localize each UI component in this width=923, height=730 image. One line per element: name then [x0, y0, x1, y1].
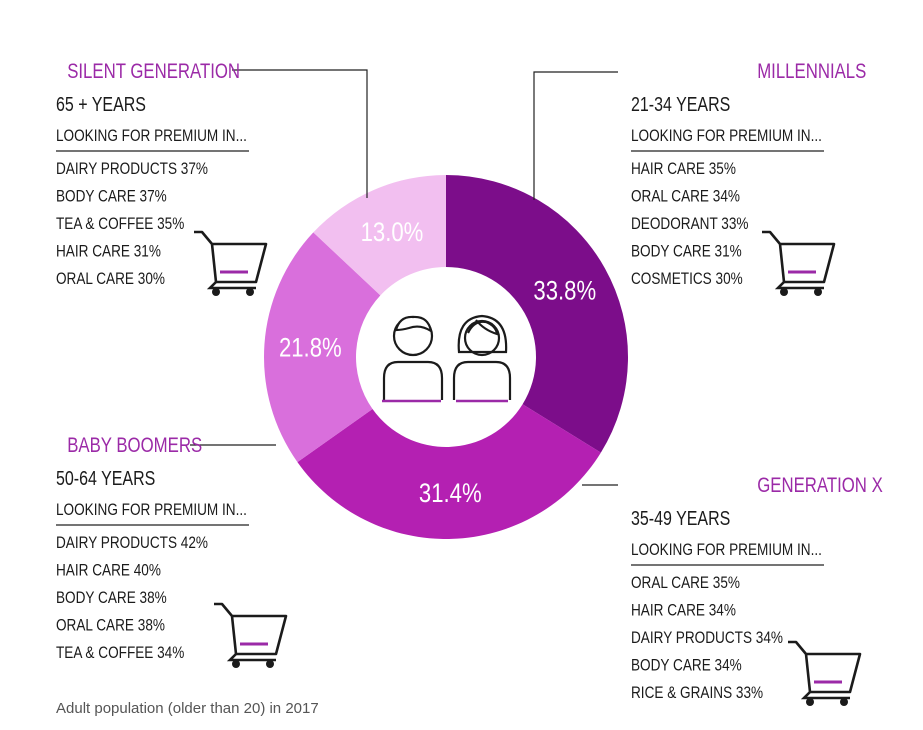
- premium-item: HAIR CARE 31%: [56, 242, 161, 261]
- cart-icons: [194, 230, 862, 706]
- people-icon: [382, 314, 512, 403]
- group-boomers: BABY BOOMERS 50-64 YEARS LOOKING FOR PREMI…: [56, 434, 249, 662]
- leader-line: [232, 69, 368, 198]
- premium-item: BODY CARE 34%: [631, 656, 742, 675]
- chart-caption: Adult population (older than 20) in 2017: [56, 700, 319, 717]
- premium-item: BODY CARE 31%: [631, 242, 742, 261]
- donut-slices: [264, 175, 628, 539]
- man-icon: [382, 315, 444, 400]
- premium-item: ORAL CARE 34%: [631, 187, 740, 206]
- generation-title: GENERATION X: [757, 474, 883, 497]
- generation-blocks: SILENT GENERATION 65 + YEARS LOOKING FOR P…: [56, 60, 883, 702]
- leader-lines: [190, 69, 618, 486]
- premium-item: RICE & GRAINS 33%: [631, 684, 763, 703]
- generation-title: SILENT GENERATION: [67, 60, 240, 83]
- slice-millennials: [446, 175, 628, 453]
- shopping-cart-icon: [788, 640, 862, 706]
- age-range: 21-34 YEARS: [631, 93, 730, 115]
- slice-generation-x: [297, 404, 601, 539]
- woman-icon: [452, 314, 512, 400]
- premium-item: DEODORANT 33%: [631, 215, 749, 234]
- looking-heading: LOOKING FOR PREMIUM IN...: [56, 501, 247, 520]
- slice-label: 31.4%: [419, 479, 482, 509]
- slice-label: 33.8%: [533, 277, 596, 307]
- group-genx: GENERATION X 35-49 YEARS LOOKING FOR PREMI…: [631, 474, 883, 702]
- premium-item: ORAL CARE 30%: [56, 270, 165, 289]
- shopping-cart-icon: [762, 230, 836, 296]
- slice-baby-boomers: [264, 232, 381, 463]
- premium-item: TEA & COFFEE 34%: [56, 644, 185, 663]
- leader-line: [533, 71, 618, 200]
- slice-silent-generation: [313, 175, 446, 296]
- looking-heading: LOOKING FOR PREMIUM IN...: [631, 541, 822, 560]
- age-range: 50-64 YEARS: [56, 467, 155, 489]
- premium-item: ORAL CARE 38%: [56, 616, 165, 635]
- premium-item: BODY CARE 37%: [56, 187, 167, 206]
- premium-item: COSMETICS 30%: [631, 270, 743, 289]
- looking-heading: LOOKING FOR PREMIUM IN...: [631, 127, 822, 146]
- premium-item: HAIR CARE 40%: [56, 561, 161, 580]
- premium-item: HAIR CARE 34%: [631, 601, 736, 620]
- age-range: 35-49 YEARS: [631, 507, 730, 529]
- generation-title: BABY BOOMERS: [67, 434, 202, 457]
- group-millennials: MILLENNIALS 21-34 YEARS LOOKING FOR PREMIU…: [631, 60, 866, 288]
- premium-item: DAIRY PRODUCTS 34%: [631, 629, 783, 648]
- slice-label: 13.0%: [361, 218, 424, 248]
- slice-labels: 33.8% 31.4% 21.8% 13.0%: [279, 218, 596, 508]
- generation-title: MILLENNIALS: [757, 60, 866, 83]
- looking-heading: LOOKING FOR PREMIUM IN...: [56, 127, 247, 146]
- premium-item: TEA & COFFEE 35%: [56, 215, 185, 234]
- premium-item: DAIRY PRODUCTS 37%: [56, 160, 208, 179]
- group-silent: SILENT GENERATION 65 + YEARS LOOKING FOR P…: [56, 60, 249, 288]
- age-range: 65 + YEARS: [56, 93, 146, 115]
- premium-item: ORAL CARE 35%: [631, 574, 740, 593]
- premium-item: DAIRY PRODUCTS 42%: [56, 534, 208, 553]
- shopping-cart-icon: [214, 602, 288, 668]
- premium-item: BODY CARE 38%: [56, 589, 167, 608]
- shopping-cart-icon: [194, 230, 268, 296]
- premium-item: HAIR CARE 35%: [631, 160, 736, 179]
- slice-label: 21.8%: [279, 334, 342, 364]
